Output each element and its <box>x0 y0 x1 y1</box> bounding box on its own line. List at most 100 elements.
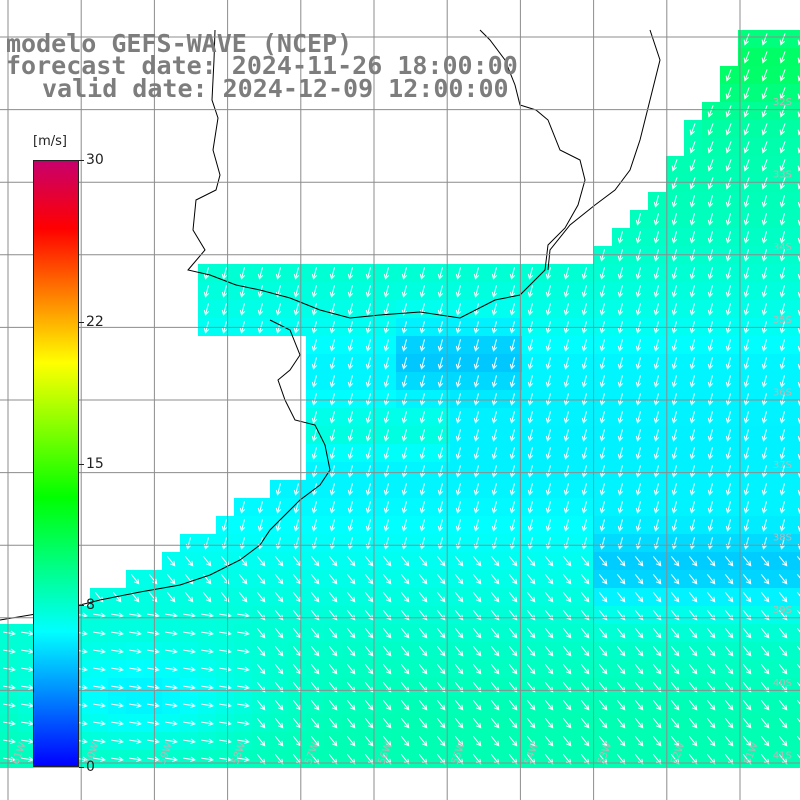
wind-arrow <box>275 519 282 532</box>
wind-arrow <box>401 339 408 352</box>
wind-arrow <box>183 630 196 637</box>
wind-arrow <box>706 591 716 603</box>
wind-arrow <box>742 573 752 585</box>
wind-arrow <box>183 666 196 673</box>
wind-arrow <box>689 447 696 460</box>
wind-arrow <box>437 375 444 388</box>
wind-speed-cell <box>792 588 800 606</box>
wind-arrow <box>111 702 124 709</box>
colorbar-tick-mark <box>79 160 84 161</box>
wind-arrow <box>347 501 354 514</box>
wind-arrow <box>778 663 788 675</box>
wind-arrow <box>437 357 444 370</box>
wind-arrow <box>796 645 800 655</box>
wind-arrow <box>165 648 178 655</box>
wind-arrow <box>383 357 390 370</box>
wind-arrow <box>418 573 428 585</box>
wind-arrow <box>256 753 266 765</box>
wind-arrow <box>779 465 786 478</box>
wind-arrow <box>455 357 462 370</box>
wind-arrow <box>761 501 768 514</box>
wind-arrow <box>743 447 750 460</box>
wind-arrow <box>347 339 354 352</box>
wind-arrow <box>761 429 768 442</box>
wind-arrow <box>760 627 770 639</box>
wind-arrow <box>563 447 570 460</box>
wind-arrow <box>760 699 770 711</box>
wind-arrow <box>743 285 750 298</box>
wind-arrow <box>796 573 800 583</box>
wind-arrow <box>581 393 588 406</box>
wind-arrow <box>599 501 606 514</box>
wind-arrow <box>165 756 178 763</box>
wind-arrow <box>165 720 178 727</box>
wind-arrow <box>383 393 390 406</box>
wind-arrow <box>617 267 624 280</box>
wind-arrow <box>652 555 662 567</box>
wind-arrow <box>310 555 320 567</box>
wind-arrow <box>796 609 800 619</box>
wind-speed-cell <box>792 264 800 282</box>
wind-arrow <box>21 666 34 673</box>
wind-arrow <box>311 447 318 460</box>
wind-arrow <box>329 267 336 280</box>
wind-arrow <box>617 285 624 298</box>
wind-arrow <box>364 573 374 585</box>
wind-arrow <box>473 339 480 352</box>
wind-arrow <box>93 666 106 673</box>
wind-arrow <box>473 465 480 478</box>
wind-arrow <box>761 483 768 496</box>
colorbar-tick-label: 8 <box>86 597 95 614</box>
wind-arrow <box>310 717 320 729</box>
wind-arrow <box>544 555 554 567</box>
wind-arrow <box>455 375 462 388</box>
wind-arrow <box>725 195 732 208</box>
wind-arrow <box>670 645 680 657</box>
wind-arrow <box>617 339 624 352</box>
wind-arrow <box>129 702 142 709</box>
wind-arrow <box>93 648 106 655</box>
wind-arrow <box>545 447 552 460</box>
wind-arrow <box>617 231 624 244</box>
wind-arrow <box>347 393 354 406</box>
wind-arrow <box>671 267 678 280</box>
wind-arrow <box>147 630 160 637</box>
wind-speed-cell <box>792 732 800 750</box>
latitude-labels: 32S 33S 34S 35S 36S 37S 38S 39S 40S 41S <box>773 97 792 761</box>
wind-arrow <box>599 519 606 532</box>
wind-arrow <box>329 285 336 298</box>
wind-arrow <box>329 339 336 352</box>
wind-speed-cell <box>792 228 800 246</box>
wind-arrow <box>563 339 570 352</box>
wind-arrow <box>508 735 518 747</box>
wind-arrow <box>653 303 660 316</box>
wind-arrow <box>400 663 410 675</box>
wind-arrow <box>454 663 464 675</box>
wind-arrow <box>743 303 750 316</box>
wind-arrow <box>293 285 300 298</box>
wind-arrow <box>490 735 500 747</box>
wind-arrow <box>436 627 446 639</box>
wind-arrow <box>455 483 462 496</box>
wind-arrow <box>202 591 212 603</box>
wind-arrow <box>509 519 516 532</box>
wind-arrow <box>221 303 228 316</box>
wind-arrow <box>562 717 572 729</box>
wind-arrow <box>742 663 752 675</box>
wind-arrow <box>365 267 372 280</box>
wind-arrow <box>365 465 372 478</box>
wind-arrow <box>616 699 626 711</box>
wind-arrow <box>563 267 570 280</box>
wind-arrow <box>382 735 392 747</box>
wind-arrow <box>347 411 354 424</box>
wind-arrow <box>418 717 428 729</box>
wind-arrow <box>635 213 642 226</box>
wind-arrow <box>111 648 124 655</box>
wind-arrow <box>293 483 300 496</box>
wind-arrow <box>147 720 160 727</box>
wind-arrow <box>688 627 698 639</box>
wind-arrow <box>274 717 284 729</box>
wind-arrow <box>165 702 178 709</box>
wind-arrow <box>635 393 642 406</box>
wind-arrow <box>580 591 590 603</box>
